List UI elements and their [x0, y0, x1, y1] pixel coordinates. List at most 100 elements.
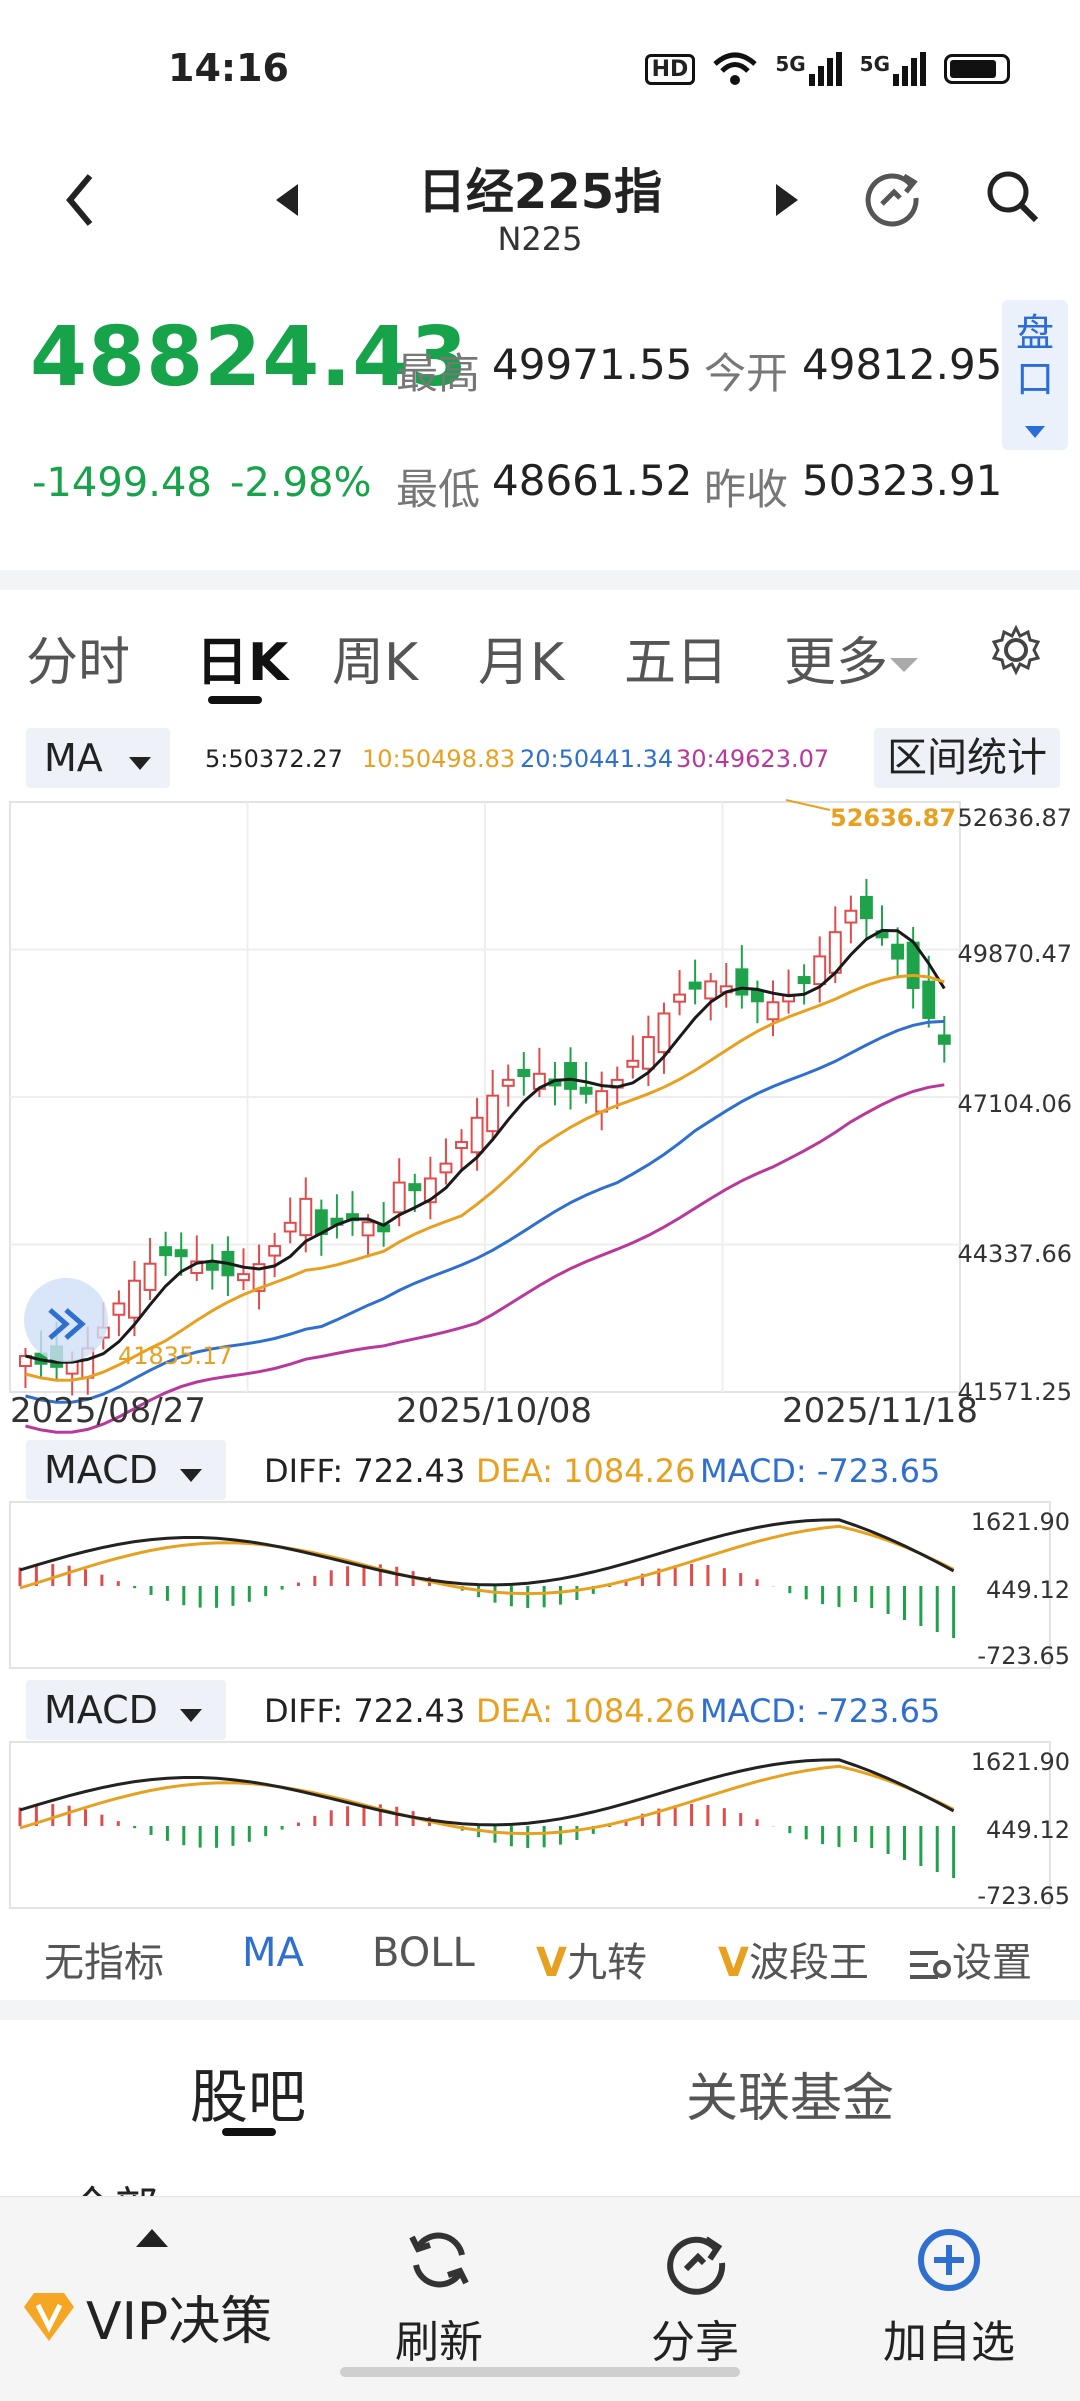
candle [19, 1355, 32, 1367]
indicator-none[interactable]: 无指标 [44, 1940, 164, 1986]
price-change: -1499.48 [32, 460, 212, 506]
open-value: 49812.95 [802, 340, 1003, 389]
indicator-boduan-label: 波段王 [748, 1940, 869, 1986]
diff-line [19, 1758, 955, 1827]
price-change-pct: -2.98% [230, 460, 372, 506]
home-indicator [340, 2367, 740, 2377]
status-bar: 14:16 HD 5G 5G [0, 0, 1080, 130]
stock-code: N225 [497, 220, 583, 258]
candle [439, 1162, 453, 1174]
vip-v-icon: V [718, 1940, 749, 1986]
chevron-down-icon [890, 658, 919, 672]
candle [128, 1279, 141, 1319]
tab-day-k[interactable]: 日K [196, 633, 289, 693]
max-label-line [785, 799, 831, 811]
macd-selector-2[interactable]: MACD [26, 1680, 226, 1740]
macd1-tick-3: -723.65 [977, 1642, 1070, 1670]
candle [143, 1262, 157, 1291]
add-watchlist-button[interactable]: 加自选 [874, 2225, 1024, 2370]
macd2-dea: DEA: 1084.26 [476, 1692, 696, 1730]
kline-chart[interactable]: 52636.87 49870.47 47104.06 44337.66 4157… [0, 796, 1080, 1436]
indicator-jiuzhuan[interactable]: V九转 [536, 1930, 647, 1988]
candle [423, 1177, 437, 1204]
candle [859, 895, 873, 920]
pankou-label-1: 盘 [1015, 311, 1054, 355]
indicator-ma[interactable]: MA [242, 1930, 304, 1976]
hd-icon: HD [644, 53, 696, 85]
indicator-settings[interactable]: 设置 [908, 1930, 1032, 1988]
candle [813, 955, 827, 986]
macd-selector-1-label: MACD [44, 1448, 158, 1492]
macd2-diff: DIFF: 722.43 [264, 1692, 466, 1730]
status-time: 14:16 [168, 46, 289, 90]
macd2-macd: MACD: -723.65 [700, 1692, 941, 1730]
stock-name: 日经225指 [417, 164, 663, 220]
ma-line [25, 973, 945, 1382]
candle [392, 1181, 406, 1214]
chevron-down-icon [179, 1709, 202, 1722]
wifi-icon [713, 52, 757, 85]
prev-stock-icon[interactable] [270, 180, 306, 220]
next-stock-icon[interactable] [768, 180, 804, 220]
share-button[interactable]: 分享 [630, 2225, 760, 2370]
ma10-legend: 10:50498.83 [362, 745, 516, 773]
refresh-button[interactable]: 刷新 [374, 2225, 504, 2370]
tab-week-k[interactable]: 周K [332, 633, 419, 693]
tab-five-day[interactable]: 五日 [624, 633, 729, 693]
kline-ma-lines [25, 928, 946, 1434]
start-marker-icon [24, 1278, 108, 1362]
macd-selector-2-label: MACD [44, 1688, 158, 1732]
add-watchlist-label: 加自选 [883, 2317, 1015, 2368]
indicator-boll[interactable]: BOLL [372, 1930, 475, 1976]
chevron-down-icon [1025, 426, 1045, 438]
tab-more[interactable]: 更多 [784, 620, 919, 695]
sliders-icon [910, 1951, 951, 1979]
vip-decision-label: VIP决策 [86, 2292, 273, 2352]
y-tick-1: 52636.87 [957, 804, 1072, 832]
indicator-boduan[interactable]: V波段王 [718, 1930, 869, 1988]
macd-chart-2: 1621.90 449.12 -723.65 [9, 1741, 1070, 1910]
ma20-legend: 20:50441.34 [520, 745, 674, 773]
candle [579, 1086, 593, 1095]
ma-selector[interactable]: MA [26, 728, 170, 788]
double-chevron-icon [48, 1308, 86, 1340]
battery-icon [944, 54, 1010, 84]
chevron-up-icon[interactable] [136, 2227, 168, 2249]
refresh-label: 刷新 [395, 2317, 483, 2368]
vip-decision-button[interactable]: VIP决策 [20, 2279, 272, 2354]
range-stats-button[interactable]: 区间统计 [874, 728, 1060, 788]
y-tick-5: 41571.25 [957, 1378, 1072, 1406]
low-label: 最低 [396, 465, 481, 514]
search-icon[interactable] [982, 166, 1042, 226]
back-icon[interactable] [60, 170, 100, 230]
candle [361, 1221, 375, 1237]
candle [641, 1036, 655, 1070]
share-refresh-icon[interactable] [860, 164, 924, 228]
macd1-diff: DIFF: 722.43 [264, 1452, 466, 1490]
tab-month-k[interactable]: 月K [478, 633, 565, 693]
kline-candles [19, 878, 951, 1396]
vip-diamond-icon [24, 2292, 74, 2341]
ma5-legend: 5:50372.27 [205, 745, 343, 773]
current-price: 48824.43 [30, 310, 469, 405]
filter-all-partial[interactable]: 全部 [70, 2172, 158, 2196]
tab-related-funds[interactable]: 关联基金 [686, 2069, 895, 2129]
pankou-button[interactable]: 盘 口 [1002, 300, 1068, 450]
tab-minute[interactable]: 分时 [26, 633, 131, 693]
macd1-dea: DEA: 1084.26 [476, 1452, 696, 1490]
macd-selector-1[interactable]: MACD [26, 1440, 226, 1500]
signal-icon-1: 5G [775, 52, 842, 86]
candle [517, 1069, 531, 1078]
candle [735, 968, 749, 996]
tab-more-label: 更多 [784, 633, 889, 693]
dea-line [19, 1764, 955, 1836]
board-tab-indicator [222, 2128, 276, 2136]
tab-guba[interactable]: 股吧 [190, 2063, 307, 2131]
min-price-label: 41835.17 [118, 1342, 233, 1370]
macd1-tick-1: 1621.90 [971, 1508, 1070, 1536]
candle [470, 1116, 484, 1154]
candle [486, 1094, 500, 1133]
macd2-tick-3: -723.65 [977, 1882, 1070, 1910]
candle [174, 1249, 188, 1258]
gear-icon[interactable] [988, 622, 1044, 678]
